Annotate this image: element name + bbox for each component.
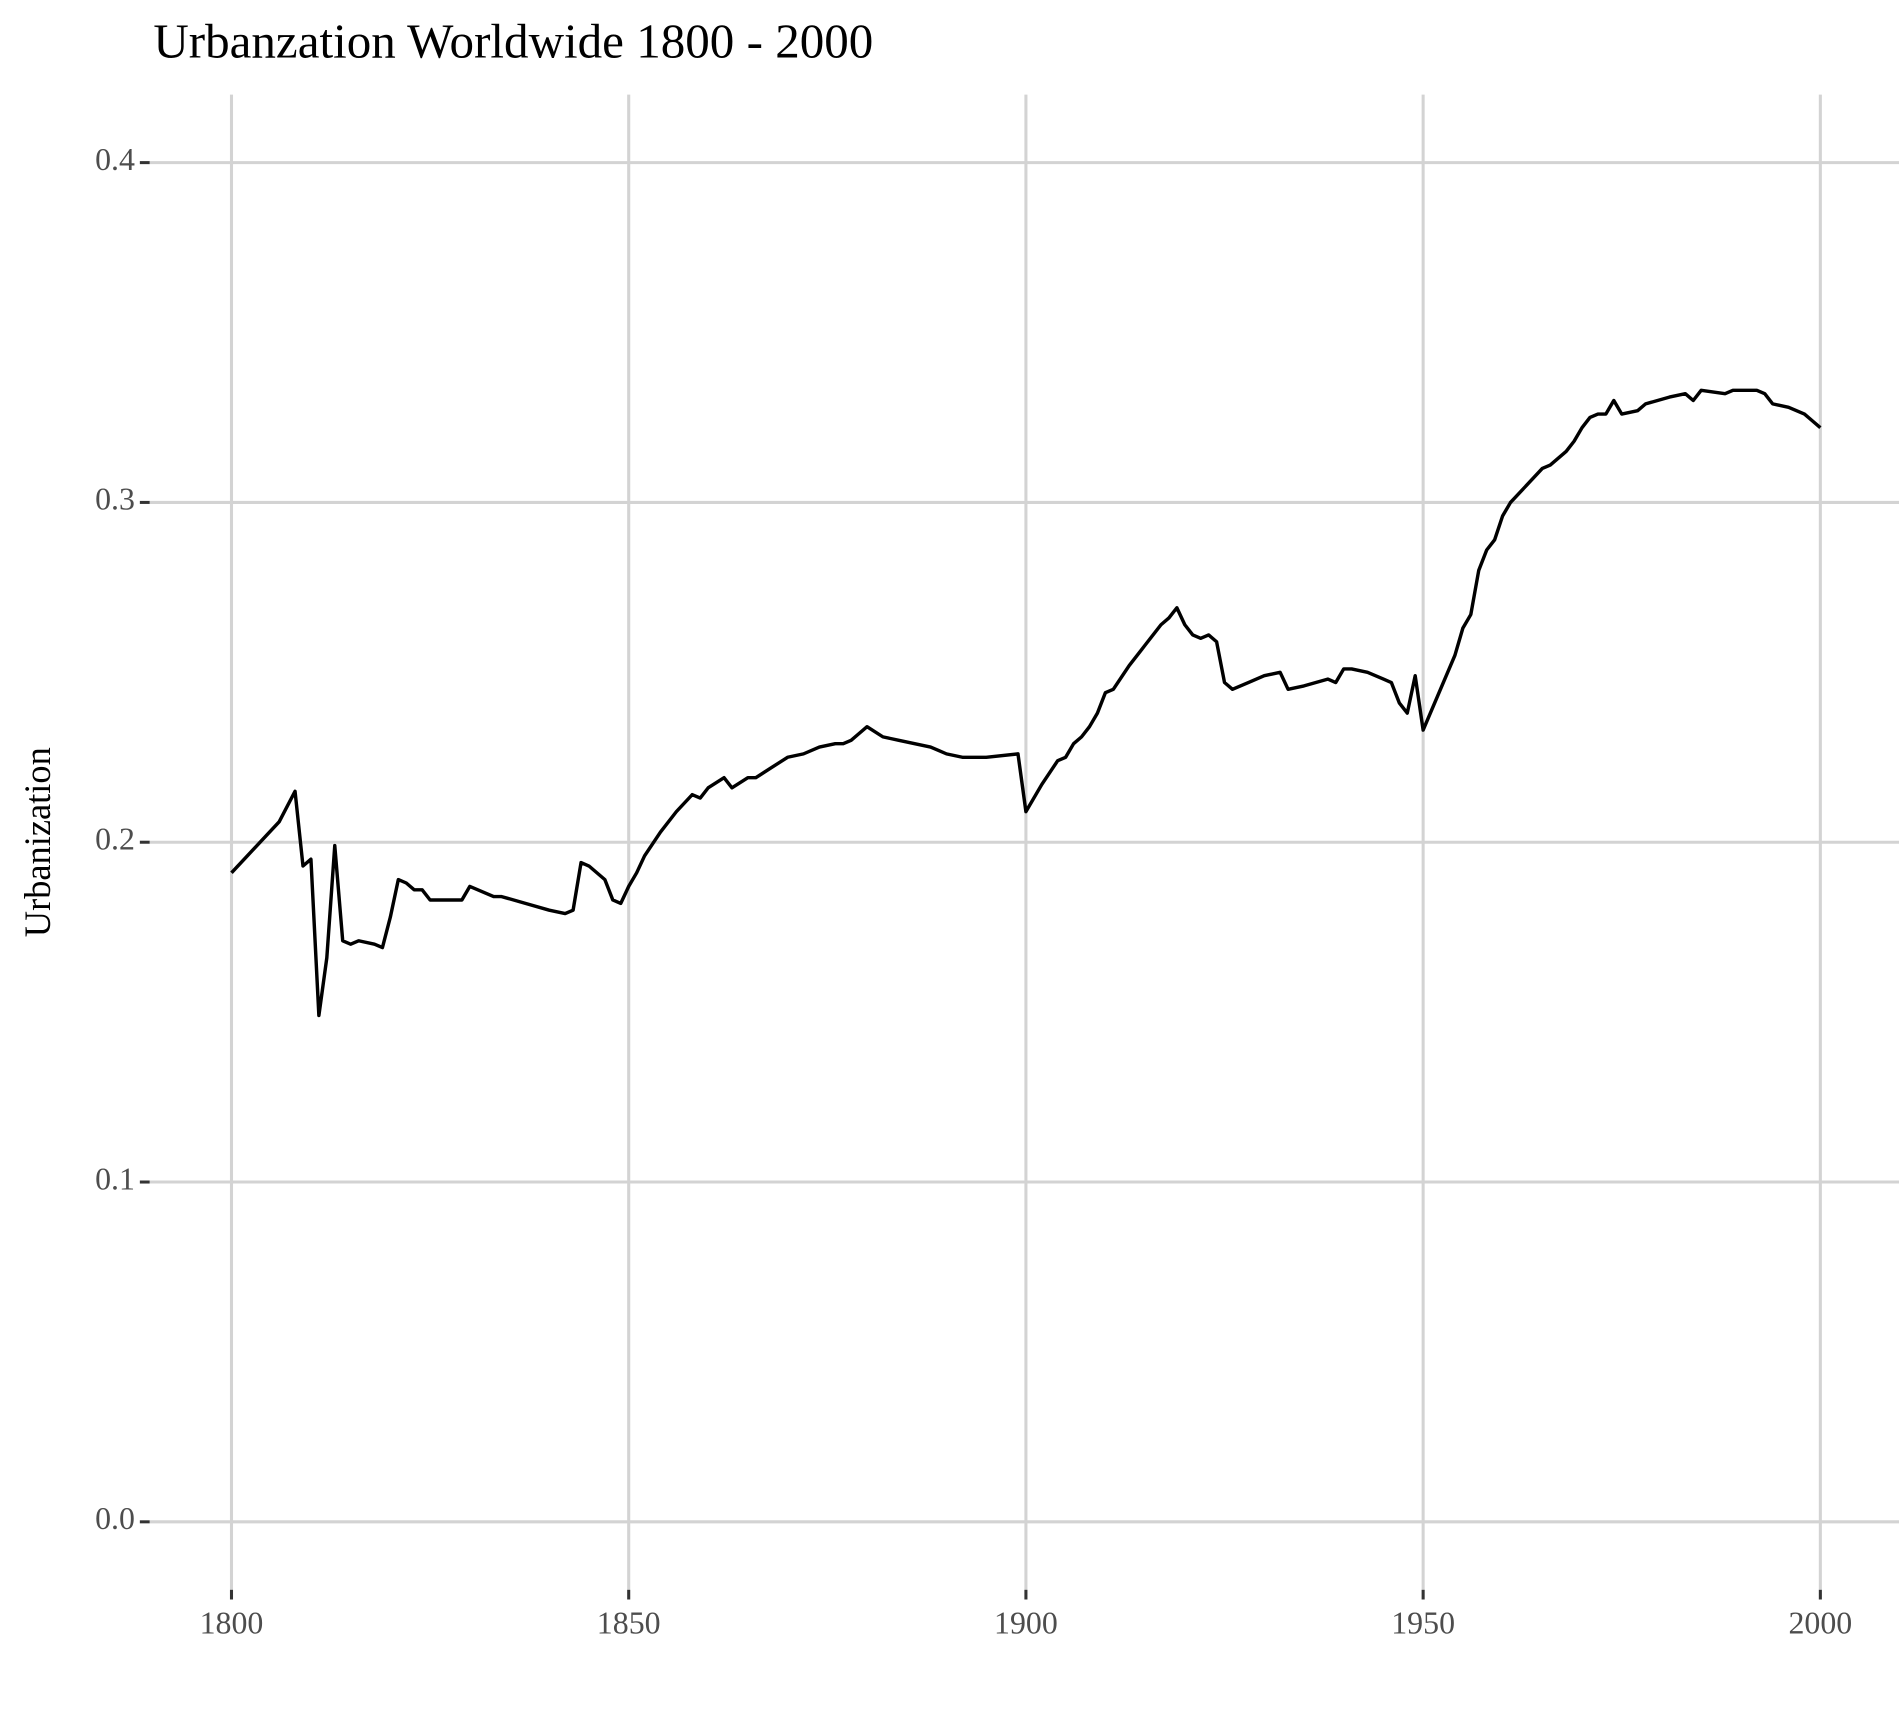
x-tick-label: 1850 bbox=[597, 1606, 661, 1641]
chart-title: Urbanzation Worldwide 1800 - 2000 bbox=[153, 14, 873, 68]
x-tick-label: 1800 bbox=[200, 1606, 264, 1641]
y-tick-label: 0.4 bbox=[95, 142, 135, 177]
x-tick-label: 1950 bbox=[1391, 1606, 1455, 1641]
y-tick-label: 0.0 bbox=[95, 1501, 135, 1536]
y-axis-label: Urbanization bbox=[17, 747, 58, 937]
y-tick-label: 0.2 bbox=[95, 822, 135, 857]
y-tick-label: 0.1 bbox=[95, 1161, 135, 1196]
x-tick-label: 1900 bbox=[994, 1606, 1058, 1641]
x-tick-label: 2000 bbox=[1788, 1606, 1852, 1641]
y-tick-label: 0.3 bbox=[95, 482, 135, 517]
data-line bbox=[230, 388, 1822, 1018]
